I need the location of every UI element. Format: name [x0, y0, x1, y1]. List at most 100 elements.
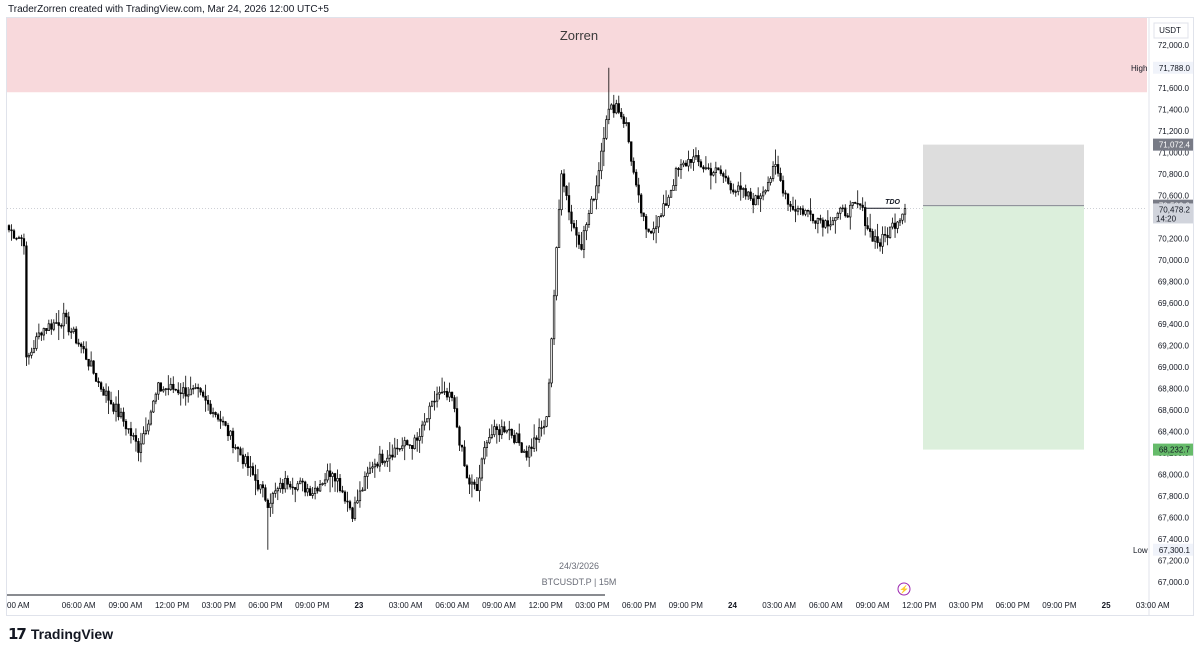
candle[interactable]: [565, 185, 568, 201]
candle[interactable]: [525, 445, 528, 461]
candle[interactable]: [341, 485, 344, 494]
candle[interactable]: [649, 230, 653, 235]
candle[interactable]: [60, 323, 63, 329]
candle[interactable]: [555, 246, 558, 301]
candle[interactable]: [256, 468, 260, 492]
candle[interactable]: [309, 485, 312, 496]
candle[interactable]: [739, 172, 742, 201]
candle[interactable]: [211, 407, 215, 418]
candle[interactable]: [744, 184, 747, 200]
candle[interactable]: [162, 386, 165, 393]
candle[interactable]: [659, 212, 663, 218]
candle[interactable]: [428, 402, 431, 431]
candle[interactable]: [77, 338, 80, 347]
candle[interactable]: [801, 205, 805, 217]
candle[interactable]: [301, 478, 304, 492]
candle[interactable]: [244, 453, 247, 467]
candle[interactable]: [714, 161, 717, 184]
candle[interactable]: [704, 156, 708, 171]
candle[interactable]: [679, 159, 683, 179]
candle[interactable]: [804, 209, 807, 217]
take-profit-zone[interactable]: [923, 205, 1084, 450]
candle[interactable]: [560, 170, 563, 216]
candle[interactable]: [727, 175, 730, 185]
candle[interactable]: [854, 201, 857, 204]
candle[interactable]: [485, 440, 489, 457]
candle[interactable]: [724, 169, 727, 182]
candle[interactable]: [291, 477, 294, 495]
candle[interactable]: [510, 428, 513, 439]
candle[interactable]: [348, 499, 352, 511]
candle[interactable]: [495, 423, 498, 444]
candle[interactable]: [403, 436, 406, 461]
candle[interactable]: [816, 217, 820, 234]
candle[interactable]: [592, 198, 596, 202]
candle[interactable]: [20, 234, 23, 247]
candle[interactable]: [582, 225, 586, 259]
candle[interactable]: [470, 474, 474, 498]
candle[interactable]: [761, 186, 765, 201]
candle[interactable]: [831, 216, 834, 226]
candle[interactable]: [226, 422, 230, 442]
candle[interactable]: [460, 444, 464, 452]
candle[interactable]: [642, 212, 645, 222]
candle[interactable]: [114, 396, 118, 422]
candle[interactable]: [189, 376, 192, 396]
candle[interactable]: [199, 387, 202, 396]
candle[interactable]: [901, 213, 904, 225]
candle[interactable]: [881, 226, 884, 254]
candle[interactable]: [358, 481, 362, 508]
candle[interactable]: [625, 117, 628, 127]
candle[interactable]: [97, 377, 100, 387]
candle[interactable]: [15, 237, 18, 241]
candle[interactable]: [102, 386, 105, 396]
candle[interactable]: [204, 384, 207, 412]
candle[interactable]: [645, 214, 648, 239]
candle[interactable]: [809, 198, 812, 222]
candle[interactable]: [343, 490, 347, 504]
candle[interactable]: [707, 163, 710, 171]
candle[interactable]: [45, 328, 48, 335]
candle[interactable]: [503, 421, 506, 434]
candle[interactable]: [465, 464, 469, 479]
candle[interactable]: [480, 457, 484, 482]
candle[interactable]: [239, 446, 242, 456]
candle[interactable]: [712, 170, 715, 177]
candle[interactable]: [722, 171, 725, 184]
candle[interactable]: [876, 223, 879, 249]
candle[interactable]: [789, 200, 792, 212]
candle[interactable]: [179, 383, 182, 406]
candle[interactable]: [137, 438, 140, 462]
candle[interactable]: [294, 486, 297, 503]
candle[interactable]: [194, 383, 197, 390]
candle[interactable]: [505, 429, 508, 434]
candle[interactable]: [694, 147, 698, 161]
candle[interactable]: [316, 486, 319, 494]
candle[interactable]: [622, 113, 625, 128]
candle[interactable]: [440, 377, 444, 394]
candle[interactable]: [299, 477, 302, 485]
candle[interactable]: [737, 181, 740, 196]
candle[interactable]: [366, 466, 369, 489]
candle[interactable]: [697, 150, 700, 167]
candle[interactable]: [182, 382, 185, 399]
candle[interactable]: [637, 177, 640, 203]
candle[interactable]: [530, 438, 533, 457]
candle[interactable]: [241, 447, 245, 469]
candle[interactable]: [147, 419, 150, 435]
candle[interactable]: [261, 480, 265, 498]
candle[interactable]: [117, 390, 120, 421]
candle[interactable]: [286, 475, 289, 490]
candle[interactable]: [478, 464, 481, 502]
candle[interactable]: [184, 375, 187, 406]
candle[interactable]: [515, 432, 518, 444]
candle[interactable]: [296, 480, 299, 492]
candle[interactable]: [774, 149, 777, 175]
candle[interactable]: [378, 445, 381, 472]
candle[interactable]: [458, 425, 461, 452]
candle[interactable]: [473, 479, 476, 490]
candle[interactable]: [814, 220, 817, 230]
candle[interactable]: [575, 219, 578, 248]
candle[interactable]: [386, 450, 389, 468]
candle[interactable]: [871, 228, 874, 242]
